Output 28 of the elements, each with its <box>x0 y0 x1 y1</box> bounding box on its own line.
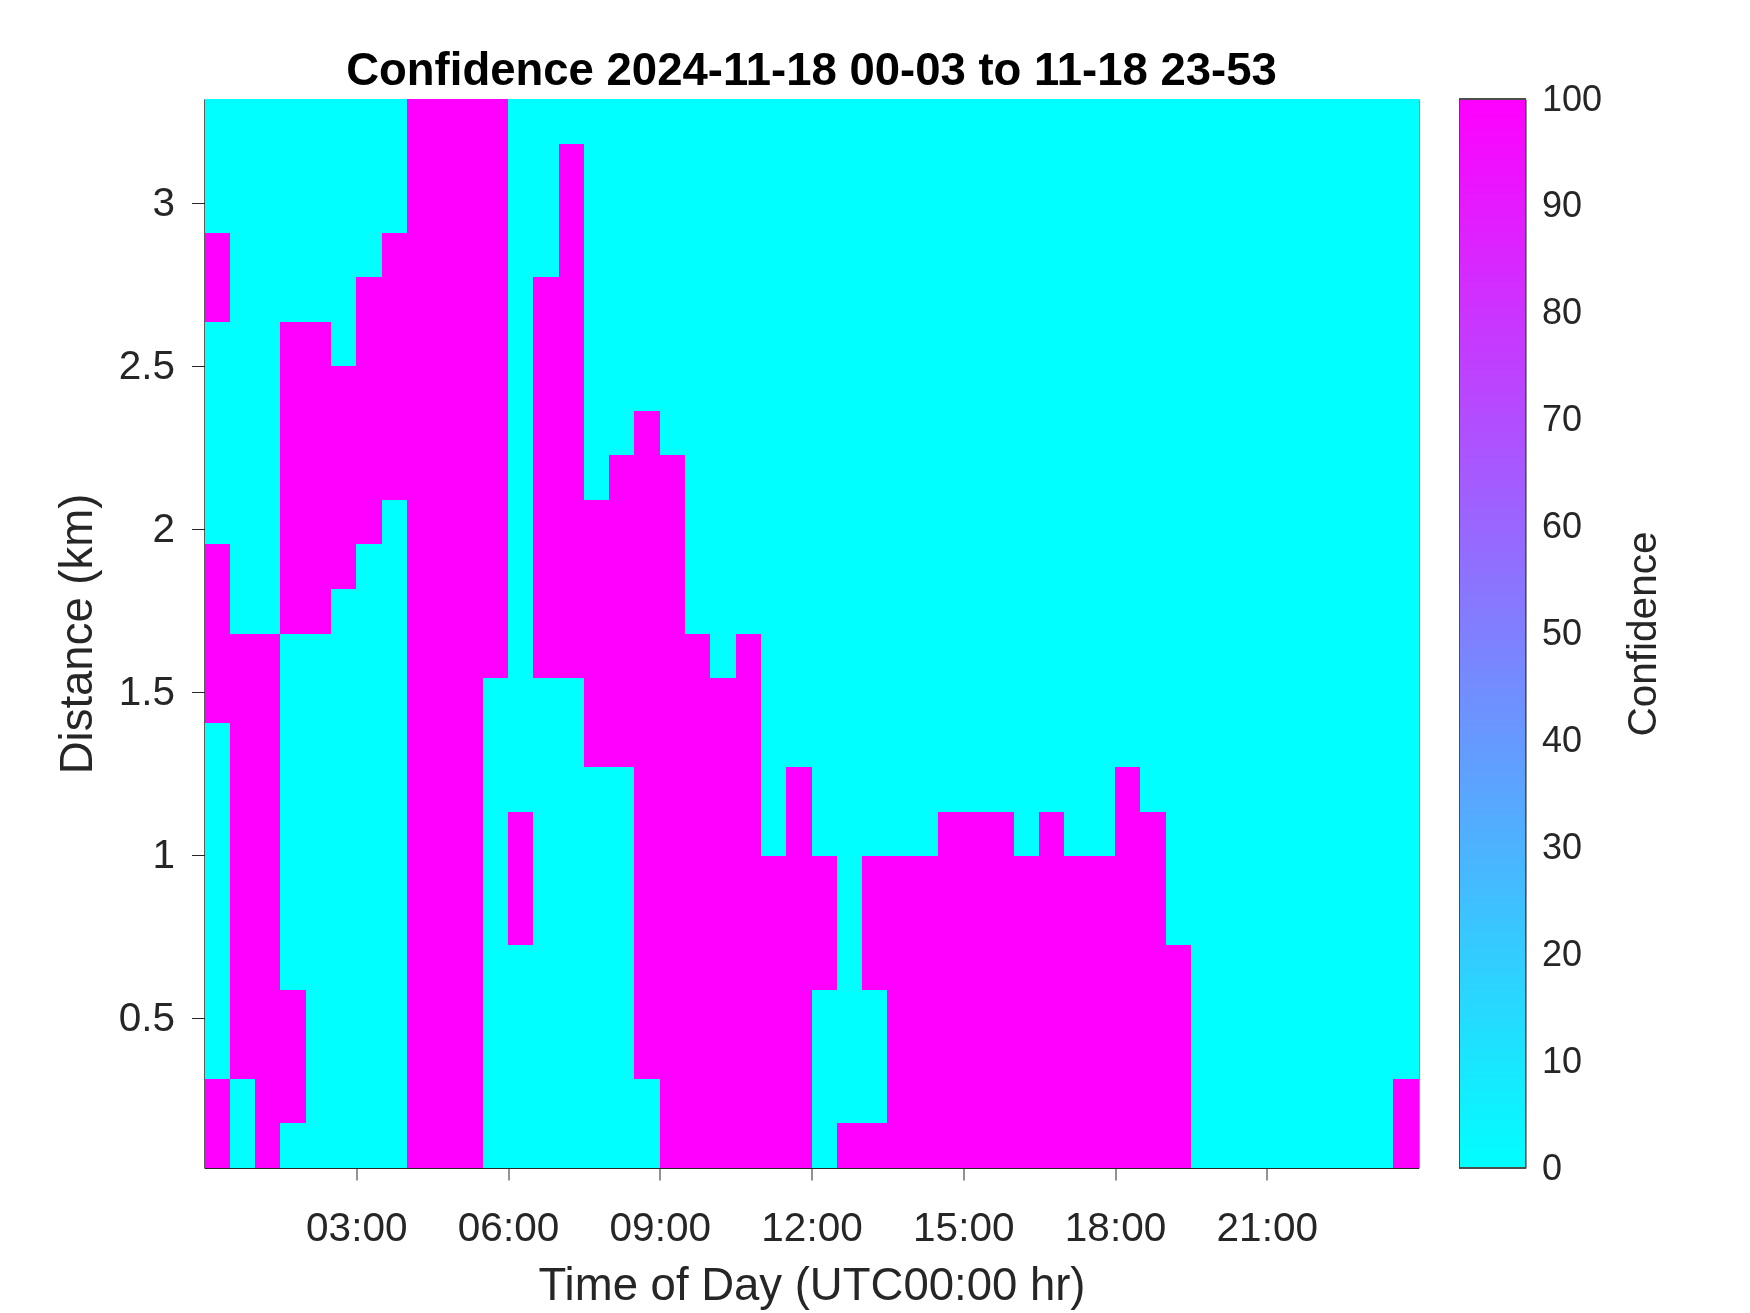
color-bar-label: 80 <box>1542 291 1583 333</box>
y-tick-label: 1.5 <box>118 667 175 714</box>
y-tick-label: 3 <box>152 178 175 225</box>
color-bar-label: 20 <box>1542 932 1583 974</box>
color-bar-label: 90 <box>1542 184 1583 226</box>
color-bar-title: Confidence <box>1619 531 1666 737</box>
color-bar-label: 10 <box>1542 1039 1583 1081</box>
y-tick-label: 2 <box>152 504 175 551</box>
x-axis-title: Time of Day (UTC00:00 hr) <box>538 1259 1086 1310</box>
x-tick-label: 15:00 <box>913 1203 1015 1250</box>
color-bar-label: 60 <box>1542 505 1583 547</box>
x-tick-label: 12:00 <box>761 1203 863 1250</box>
x-tick-label: 03:00 <box>306 1203 408 1250</box>
y-tick-label: 0.5 <box>118 993 175 1040</box>
color-bar-label: 50 <box>1542 612 1583 653</box>
color-bar-label: 100 <box>1542 77 1603 119</box>
y-tick-label: 1 <box>152 830 175 877</box>
color-bar-label: 0 <box>1542 1146 1563 1188</box>
y-axis-title: Distance (km) <box>50 493 102 775</box>
color-bar-label: 70 <box>1542 398 1583 440</box>
color-bar-label: 30 <box>1542 825 1583 867</box>
x-tick-label: 09:00 <box>609 1203 711 1250</box>
y-tick-label: 2.5 <box>118 341 175 388</box>
x-tick-label: 21:00 <box>1216 1203 1318 1250</box>
x-tick-label: 06:00 <box>457 1203 560 1250</box>
x-tick-label: 18:00 <box>1064 1203 1167 1250</box>
chart-title: Confidence 2024-11-18 00-03 to 11-18 23-53 <box>346 43 1277 95</box>
color-bar-label: 40 <box>1542 718 1583 760</box>
